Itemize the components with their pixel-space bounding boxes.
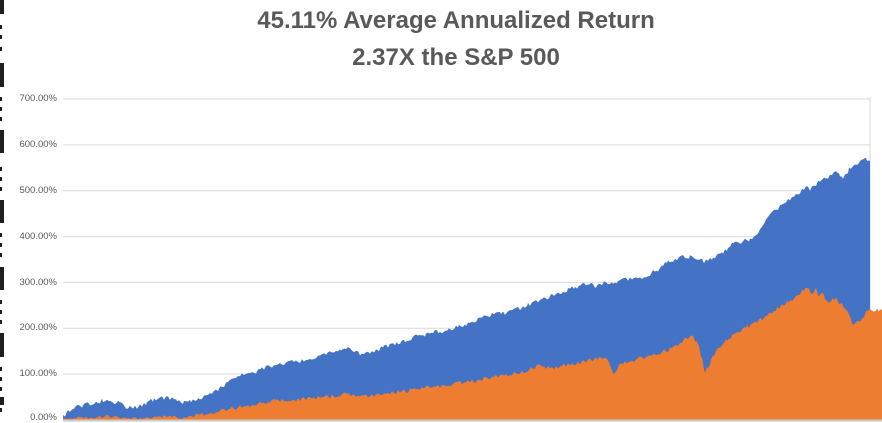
clipped-text-fragment: [0, 130, 4, 153]
y-tick-label: 100.00%: [19, 368, 57, 379]
left-edge-clipped-text: [0, 0, 6, 423]
clipped-text-fragment: [0, 107, 2, 111]
clipped-text-fragment: [0, 397, 4, 405]
clipped-text-fragment: [0, 47, 2, 51]
clipped-text-fragment: [0, 177, 2, 181]
clipped-text-fragment: [0, 117, 2, 121]
clipped-text-fragment: [0, 200, 4, 223]
clipped-text-fragment: [0, 167, 2, 171]
clipped-text-fragment: [0, 233, 2, 237]
y-tick-label: 500.00%: [19, 185, 57, 196]
clipped-text-fragment: [0, 300, 2, 304]
y-tick-label: 700.00%: [19, 93, 57, 104]
chart-title: 45.11% Average Annualized Return: [257, 7, 655, 34]
clipped-text-fragment: [0, 187, 2, 191]
chart-title-block: 45.11% Average Annualized Return 2.37X t…: [30, 2, 882, 76]
clipped-text-fragment: [0, 0, 4, 14]
clipped-text-fragment: [0, 63, 4, 87]
clipped-text-fragment: [0, 377, 2, 381]
y-tick-label: 0.00%: [30, 412, 57, 423]
y-tick-label: 300.00%: [19, 277, 57, 288]
clipped-text-fragment: [0, 35, 2, 39]
clipped-text-fragment: [0, 320, 2, 324]
clipped-text-fragment: [0, 367, 2, 371]
y-axis: 700.00% 600.00% 500.00% 400.00% 300.00% …: [0, 0, 57, 423]
clipped-text-fragment: [0, 25, 2, 29]
clipped-text-fragment: [0, 310, 2, 314]
y-tick-label: 600.00%: [19, 139, 57, 150]
orange-area-series: [63, 287, 882, 420]
y-tick-label: 200.00%: [19, 322, 57, 333]
clipped-text-fragment: [0, 408, 2, 412]
clipped-text-fragment: [0, 243, 2, 247]
chart-subtitle: 2.37X the S&P 500: [352, 44, 560, 71]
clipped-text-fragment: [0, 387, 2, 391]
clipped-text-fragment: [0, 97, 2, 101]
clipped-text-fragment: [0, 267, 4, 290]
y-tick-label: 400.00%: [19, 231, 57, 242]
clipped-text-fragment: [0, 333, 4, 357]
clipped-text-fragment: [0, 253, 2, 257]
